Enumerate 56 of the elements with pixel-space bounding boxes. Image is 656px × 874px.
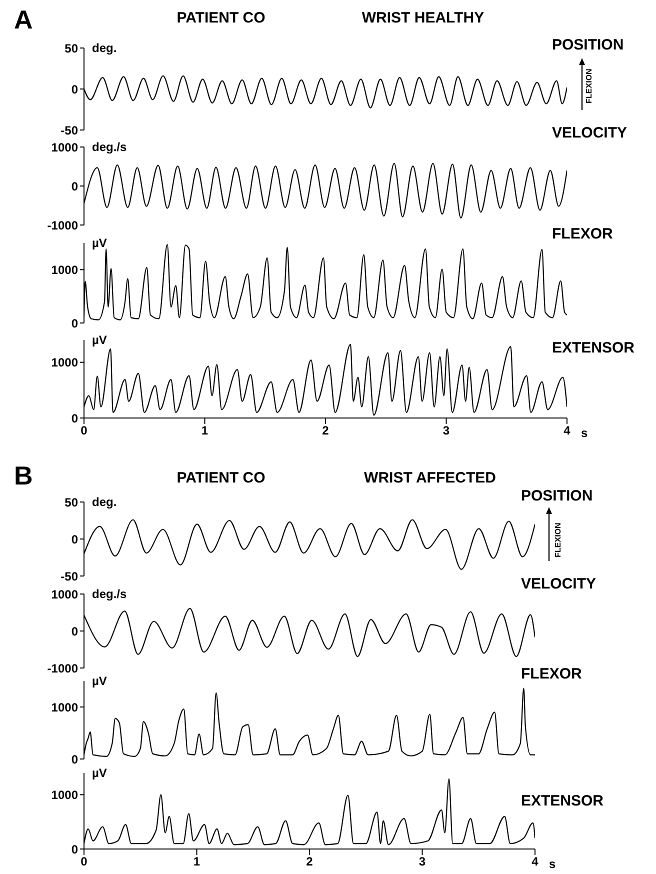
x-tick-label: 0 xyxy=(80,854,88,869)
y-tick-label: 50 xyxy=(64,495,78,510)
chart-title: FLEXOR xyxy=(521,666,582,682)
text: EXTENSOR xyxy=(521,792,604,810)
text: FLEXION xyxy=(584,68,594,104)
y-tick-label: -50 xyxy=(60,123,78,138)
y-axis-title: deg./s xyxy=(92,587,127,601)
chart-title: EXTENSOR xyxy=(552,340,635,356)
y-tick-label: 1000 xyxy=(51,700,78,714)
y-axis-title: µV xyxy=(92,333,107,347)
x-tick-label: 1 xyxy=(201,424,208,438)
chart-title: POSITION xyxy=(521,488,593,504)
y-axis-title: µV xyxy=(92,766,107,780)
y-axis-title: deg./s xyxy=(92,140,127,154)
x-tick-label: 2 xyxy=(322,424,330,438)
y-tick-label: -1000 xyxy=(47,218,78,232)
text: A xyxy=(14,4,33,36)
y-tick-label: 0 xyxy=(71,411,78,426)
y-axis-title: µV xyxy=(92,236,107,250)
y-tick-label: 0 xyxy=(71,316,78,330)
y-tick-label: 0 xyxy=(71,842,78,856)
y-tick-label: 1000 xyxy=(51,788,78,802)
x-tick-label: 4 xyxy=(564,424,571,438)
x-tick-label: 2 xyxy=(306,854,314,869)
y-axis-title: µV xyxy=(92,674,107,688)
y-tick-label: 50 xyxy=(64,41,78,56)
x-tick-label: 3 xyxy=(442,424,450,438)
y-tick-label: 0 xyxy=(71,179,78,194)
x-tick-label: 3 xyxy=(418,854,426,869)
y-tick-label: 0 xyxy=(71,82,78,96)
chart-title: VELOCITY xyxy=(552,124,628,142)
text: B xyxy=(14,460,33,492)
x-axis-title: s xyxy=(549,857,556,871)
y-tick-label: 1000 xyxy=(51,587,78,602)
y-tick-label: -1000 xyxy=(47,661,78,676)
x-tick-label: 1 xyxy=(193,854,200,869)
y-tick-label: 0 xyxy=(71,624,78,638)
y-tick-label: 1000 xyxy=(51,356,78,370)
y-tick-label: 1000 xyxy=(51,140,78,154)
text: FLEXION xyxy=(554,522,562,558)
y-axis-title: deg. xyxy=(92,495,117,509)
text: WRIST AFFECTED xyxy=(364,470,496,486)
x-axis-title: s xyxy=(581,426,588,440)
text: PATIENT CO xyxy=(176,10,266,26)
y-tick-label: 1000 xyxy=(51,262,78,277)
text: PATIENT CO xyxy=(176,470,266,486)
chart-title: VELOCITY xyxy=(521,576,596,592)
text: WRIST HEALTHY xyxy=(362,10,484,26)
y-axis-title: deg. xyxy=(92,41,117,55)
x-tick-label: 0 xyxy=(80,424,88,438)
chart-title: POSITION xyxy=(552,36,624,54)
chart-title: FLEXOR xyxy=(552,226,613,242)
y-tick-label: 0 xyxy=(71,532,78,546)
y-tick-label: 0 xyxy=(71,752,78,766)
x-tick-label: 4 xyxy=(532,854,539,869)
y-tick-label: -50 xyxy=(60,569,78,584)
